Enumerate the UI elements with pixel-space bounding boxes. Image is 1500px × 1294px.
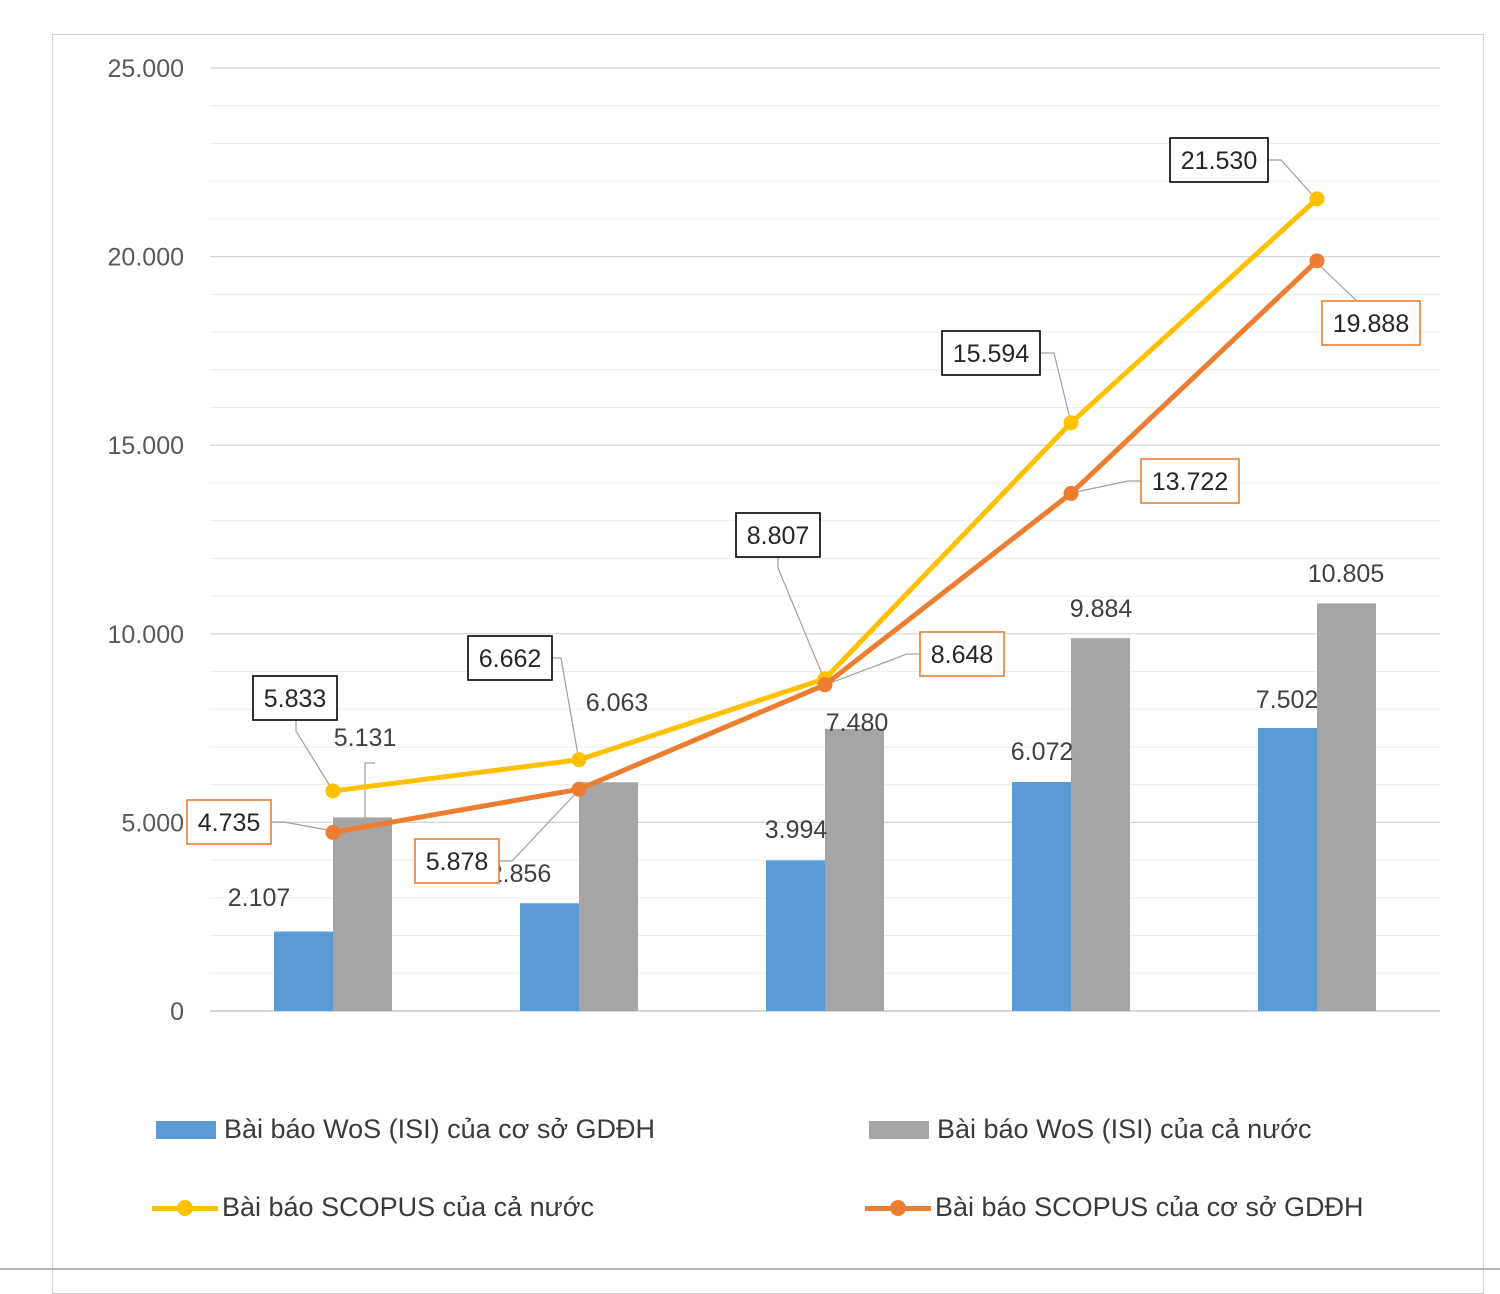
legend-label: Bài báo WoS (ISI) của cơ sở GDĐH: [224, 1114, 656, 1144]
line-data-labels: 5.833 6.662 8.807 15.594 21.530 4.735 5.878 8.6…: [186, 137, 1421, 884]
line-data-label-box: [735, 512, 821, 558]
series-marker: [817, 677, 833, 693]
leader-line: [1316, 262, 1371, 303]
bar: [1071, 638, 1130, 1011]
leader-line: [1041, 352, 1072, 424]
leader-line: [777, 556, 826, 682]
series-marker: [571, 781, 587, 797]
bar-data-label: 6.072: [1011, 738, 1074, 766]
leader-line: [499, 789, 580, 862]
bar: [1258, 728, 1317, 1011]
bar-data-label: 3.994: [765, 816, 828, 844]
y-tick-label: 20.000: [108, 244, 184, 272]
line-data-label-box: [941, 330, 1041, 376]
bar-data-label: 10.805: [1308, 560, 1384, 588]
line-data-label: 8.648: [931, 641, 994, 669]
line-data-label: 4.735: [198, 809, 261, 837]
legend-label: Bài báo WoS (ISI) của cả nước: [937, 1114, 1312, 1144]
line-data-label-box: [919, 631, 1005, 677]
line-series: [325, 191, 1325, 840]
y-axis-tick-labels: 0 5.000 10.000 15.000 20.000 25.000: [108, 55, 184, 1026]
line-data-label: 21.530: [1181, 147, 1257, 175]
chart-frame: [52, 34, 1484, 1294]
line-data-label: 5.833: [264, 685, 327, 713]
legend-swatch-orange-line: [865, 1199, 931, 1217]
label-leader-lines: [271, 159, 1371, 862]
bar: [825, 728, 884, 1011]
line-data-label-box: [414, 838, 500, 884]
y-tick-label: 25.000: [108, 55, 184, 83]
leader-line: [1070, 480, 1141, 494]
series-marker: [1063, 415, 1079, 431]
line-data-label: 15.594: [953, 340, 1030, 368]
y-tick-label: 5.000: [121, 809, 184, 837]
bar-data-label: 6.063: [586, 689, 649, 717]
leader-line: [824, 653, 920, 686]
legend-label: Bài báo SCOPUS của cơ sở GDĐH: [935, 1192, 1364, 1222]
legend-item-wos-gddh: Bài báo WoS (ISI) của cơ sở GDĐH: [156, 1114, 655, 1145]
bar: [1317, 603, 1376, 1011]
y-tick-label: 15.000: [108, 432, 184, 460]
bar: [333, 817, 392, 1011]
line-data-label: 5.878: [426, 848, 489, 876]
line-data-label: 13.722: [1152, 468, 1228, 496]
bar: [579, 782, 638, 1011]
bar: [1012, 781, 1071, 1011]
series-marker: [1309, 253, 1325, 269]
bar: [520, 903, 579, 1011]
bar: [274, 931, 333, 1011]
leader-line: [364, 762, 375, 818]
bar-data-label: 7.502: [1256, 686, 1319, 714]
legend-item-scopus-gddh: Bài báo SCOPUS của cơ sở GDĐH: [865, 1192, 1364, 1223]
series-marker: [325, 783, 341, 799]
bar-data-labels: 2.1072.8563.9946.0727.5025.1316.0637.480…: [228, 560, 1385, 912]
bottom-border: [0, 1268, 1500, 1270]
legend-item-scopus-national: Bài báo SCOPUS của cả nước: [152, 1192, 594, 1223]
bar-data-label: 5.131: [334, 724, 397, 752]
line-data-label: 19.888: [1333, 310, 1409, 338]
legend-swatch-blue-bar: [156, 1120, 216, 1139]
bar-data-label: 9.884: [1070, 595, 1133, 623]
bar: [766, 860, 825, 1011]
bar-series: [274, 603, 1376, 1011]
line-data-label-box: [1321, 300, 1421, 346]
legend-swatch-gray-bar: [869, 1120, 929, 1139]
leader-line: [271, 821, 334, 832]
leader-line: [1268, 159, 1318, 201]
y-tick-label: 10.000: [108, 621, 184, 649]
line-data-label-box: [1140, 458, 1240, 504]
series-marker: [571, 752, 587, 768]
leader-line: [295, 718, 334, 792]
line-data-label: 8.807: [747, 522, 810, 550]
series-marker: [1063, 485, 1079, 501]
series-marker: [325, 824, 341, 840]
bar-data-label: 2.107: [228, 884, 291, 912]
line-data-label-box: [186, 799, 272, 845]
legend-label: Bài báo SCOPUS của cả nước: [222, 1192, 594, 1222]
series-marker: [1309, 191, 1325, 207]
bar-data-label: 7.480: [826, 709, 889, 737]
legend-swatch-yellow-line: [152, 1199, 218, 1217]
line-data-label-box: [1169, 137, 1269, 183]
line-data-label-box: [252, 675, 338, 721]
line-data-label-box: [467, 635, 553, 681]
y-tick-label: 0: [170, 998, 184, 1026]
legend-item-wos-national: Bài báo WoS (ISI) của cả nước: [869, 1114, 1311, 1145]
line-data-label: 6.662: [479, 645, 542, 673]
